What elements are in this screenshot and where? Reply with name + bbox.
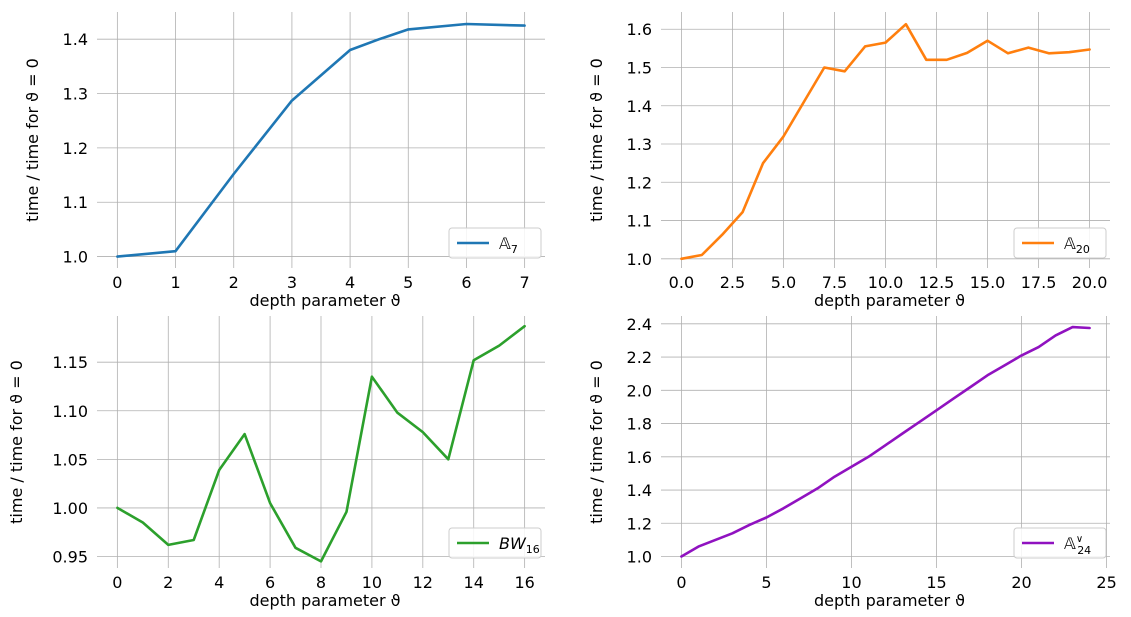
x-tick-label: 10 xyxy=(362,573,382,592)
y-tick-label: 1.05 xyxy=(52,450,88,469)
y-tick-label: 1.4 xyxy=(627,97,652,116)
chart-panel-3: 0 2 4 6 8 10 12 14 16 0.95 1.00 1.05 1.10 1.15 depth p… xyxy=(7,316,545,610)
y-tick-label: 1.3 xyxy=(627,135,652,154)
x-axis-label: depth parameter ϑ xyxy=(814,291,965,310)
x-tick-label: 1 xyxy=(170,273,180,292)
y-tick-label: 1.4 xyxy=(63,30,88,49)
y-tick-label: 0.95 xyxy=(52,548,88,567)
x-axis-label: depth parameter ϑ xyxy=(249,291,400,310)
x-tick-label: 20.0 xyxy=(1072,273,1108,292)
x-tick-label: 6 xyxy=(461,273,471,292)
legend-label-name: 𝔸 xyxy=(1064,234,1076,253)
y-axis-label: time / time for ϑ = 0 xyxy=(587,58,606,222)
y-tick-label: 1.2 xyxy=(627,514,652,533)
x-tick-label: 2.5 xyxy=(720,273,745,292)
y-tick-label: 1.1 xyxy=(627,212,652,231)
x-tick-label: 0 xyxy=(112,273,122,292)
x-tick-label: 7 xyxy=(520,273,530,292)
x-tick-label: 4 xyxy=(345,273,355,292)
y-tick-label: 1.15 xyxy=(52,353,88,372)
series-line xyxy=(680,325,1091,558)
legend-label-name: BW xyxy=(499,534,527,553)
x-tick-label: 16 xyxy=(514,573,534,592)
x-tick-label: 2 xyxy=(229,273,239,292)
x-tick-label: 2 xyxy=(163,573,173,592)
x-tick-label: 20 xyxy=(1011,573,1031,592)
legend-box xyxy=(448,527,542,559)
y-axis-label: time / time for ϑ = 0 xyxy=(587,360,606,524)
y-tick-label: 1.1 xyxy=(63,193,88,212)
y-tick-label: 1.6 xyxy=(627,20,652,39)
x-axis-label: depth parameter ϑ xyxy=(814,591,965,610)
x-tick-label: 5 xyxy=(761,573,771,592)
legend-box xyxy=(1013,527,1107,559)
y-tick-label: 1.0 xyxy=(627,548,652,567)
y-tick-label: 1.00 xyxy=(52,499,88,518)
y-tick-label: 1.3 xyxy=(63,85,88,104)
y-axis-label: time / time for ϑ = 0 xyxy=(7,360,26,524)
x-tick-label: 15.0 xyxy=(970,273,1006,292)
x-tick-label: 0.0 xyxy=(669,273,694,292)
legend-label-superscript: ∨ xyxy=(1076,534,1083,545)
x-tick-label: 12 xyxy=(413,573,433,592)
x-tick-label: 15 xyxy=(926,573,946,592)
x-tick-label: 0 xyxy=(676,573,686,592)
y-tick-label: 1.2 xyxy=(63,139,88,158)
x-tick-label: 17.5 xyxy=(1021,273,1057,292)
series-line xyxy=(116,324,526,563)
legend-label-subscript: 24 xyxy=(1077,544,1091,557)
legend-label-subscript: 20 xyxy=(1076,243,1090,256)
x-tick-label: 5 xyxy=(403,273,413,292)
y-tick-label: 2.4 xyxy=(627,315,652,334)
chart-panel-2: 0.0 2.5 5.0 7.5 10.0 12.5 15.0 17.5 20.0 1.0 1.1 1.… xyxy=(587,12,1110,310)
series-line xyxy=(680,22,1091,261)
legend: 𝔸∨ 24 xyxy=(1013,527,1107,559)
chart-panel-1: 0 1 2 3 4 5 6 7 1.0 1.1 1.2 1.3 1.4 depth parameter ϑ… xyxy=(23,12,545,310)
legend-label-name: 𝔸 xyxy=(1064,534,1076,553)
legend-label: 𝔸7 xyxy=(499,234,518,256)
legend-box xyxy=(1013,227,1107,259)
legend-label: BW16 xyxy=(499,534,540,556)
y-tick-label: 1.2 xyxy=(627,173,652,192)
chart-panel-4: 0 5 10 15 20 25 1.0 1.2 1.4 1.6 1.8 2.0 2.2 2.4 depth … xyxy=(587,315,1117,610)
x-tick-label: 25 xyxy=(1096,573,1116,592)
x-tick-label: 4 xyxy=(214,573,224,592)
x-tick-label: 12.5 xyxy=(919,273,955,292)
x-tick-label: 8 xyxy=(316,573,326,592)
legend-label: 𝔸∨ 24 xyxy=(1064,534,1091,557)
y-tick-label: 1.0 xyxy=(627,250,652,269)
x-tick-label: 14 xyxy=(464,573,484,592)
y-tick-label: 1.0 xyxy=(63,248,88,267)
series-line xyxy=(116,22,526,258)
legend-label-name: 𝔸 xyxy=(499,234,511,253)
y-tick-label: 1.6 xyxy=(627,448,652,467)
y-tick-label: 1.8 xyxy=(627,415,652,434)
x-tick-label: 3 xyxy=(287,273,297,292)
y-tick-label: 1.4 xyxy=(627,481,652,500)
x-tick-label: 7.5 xyxy=(822,273,847,292)
legend-label-subscript: 7 xyxy=(511,243,518,256)
legend: 𝔸7 xyxy=(448,227,542,259)
y-axis-label: time / time for ϑ = 0 xyxy=(23,58,42,222)
x-axis-label: depth parameter ϑ xyxy=(249,591,400,610)
x-tick-label: 10.0 xyxy=(868,273,904,292)
y-tick-label: 2.2 xyxy=(627,348,652,367)
legend-box xyxy=(448,227,542,259)
x-tick-label: 0 xyxy=(112,573,122,592)
legend-label-subscript: 16 xyxy=(526,543,540,556)
legend-label: 𝔸20 xyxy=(1064,234,1090,256)
y-tick-label: 1.5 xyxy=(627,58,652,77)
x-tick-label: 10 xyxy=(841,573,861,592)
y-tick-label: 1.10 xyxy=(52,402,88,421)
legend: 𝔸20 xyxy=(1013,227,1107,259)
y-tick-label: 2.0 xyxy=(627,381,652,400)
x-tick-label: 5.0 xyxy=(771,273,796,292)
x-tick-label: 6 xyxy=(265,573,275,592)
legend: BW16 xyxy=(448,527,542,559)
